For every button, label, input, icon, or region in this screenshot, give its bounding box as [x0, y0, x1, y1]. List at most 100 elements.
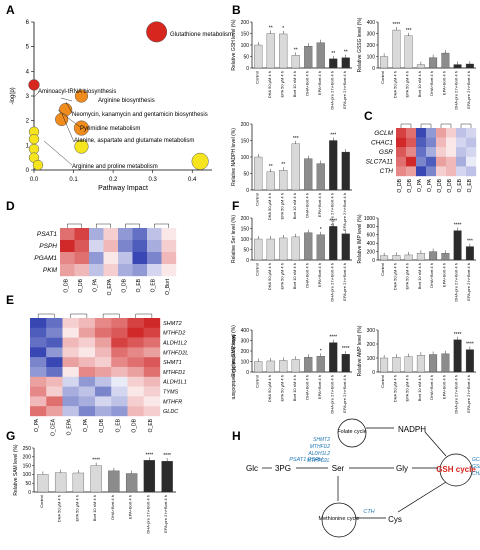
a-y-tick-label: 3 [26, 94, 30, 100]
significance-stars: *** [330, 133, 336, 139]
a-connector [43, 140, 73, 166]
a-x-tick-label: 0.3 [148, 177, 157, 183]
dendrogram-branch [102, 313, 120, 318]
significance-stars: **** [342, 346, 350, 352]
a-point [32, 159, 44, 171]
bar [266, 238, 275, 261]
heatmap-row-label: PSAT1 [37, 231, 57, 238]
bar-category-label: Bort 10 nM 4 h [92, 495, 97, 521]
bar-y-tick-label: 0 [28, 490, 31, 496]
enzyme-gsh: CHAC1 [472, 471, 480, 477]
node-cys: Cys [388, 515, 402, 524]
bar-y-tick-label: 150 [241, 138, 250, 144]
heatmap-cell [406, 128, 417, 138]
bar [254, 44, 263, 69]
heatmap-cell [132, 252, 148, 265]
significance-stars: **** [329, 335, 337, 341]
heatmap-column-label: O_DB [397, 178, 403, 192]
heatmap-cell [111, 376, 128, 387]
bar-category-label: EPA 50 μM 4 h [279, 71, 284, 97]
bar [254, 361, 263, 373]
heatmap-cell [118, 228, 133, 241]
heatmap-cell [456, 147, 467, 157]
heatmap-row-label: CTH [380, 168, 394, 175]
bar-category-label: DHA-pre 2 h+Bort 4 h [329, 193, 334, 232]
heatmap-column-label: O_PA [34, 418, 40, 432]
heatmap-cell [396, 156, 407, 167]
bar-category-label: EPA 50 μM 4 h [405, 375, 410, 401]
heatmap-cell [127, 337, 144, 348]
bar [380, 357, 389, 373]
heatmap-cell [132, 228, 148, 241]
a-point [73, 120, 90, 136]
heatmap-cell [60, 240, 75, 253]
a-point-label: Glutathione metabolism [170, 32, 233, 38]
bar-y-tick-label: 150 [241, 31, 250, 37]
heatmap-column-label: O_DB [132, 418, 138, 432]
bar [380, 255, 389, 261]
node-folate-cycle: Folate cycle [337, 429, 366, 435]
heatmap-cell [60, 228, 75, 241]
bar-y-tick-label: 200 [241, 349, 250, 355]
bar [279, 237, 288, 261]
bar-y-tick-label: 0 [246, 188, 249, 194]
heatmap-cell [456, 137, 467, 148]
bar-category-label: DHA 50 μM 4 h [392, 375, 397, 402]
bar [304, 232, 313, 261]
heatmap-cell [46, 327, 63, 338]
a-point-label: Arginine biosynthesis [98, 98, 155, 104]
a-point [28, 79, 40, 91]
bar-category-label: DHA+Bort 4 h [110, 495, 115, 520]
heatmap-cell [78, 376, 96, 387]
heatmap-cell [426, 147, 437, 157]
bar-category-label: EPA-pre 2 h+Bort 4 h [342, 193, 347, 231]
dendrogram-branch [70, 313, 88, 318]
significance-stars: *** [467, 239, 473, 245]
heatmap-cell [143, 386, 161, 397]
a-y-tick-label: 0 [26, 168, 30, 174]
bar-category-label: DHA+Bort 4 h [304, 263, 309, 288]
bar-y-tick-label: 0 [372, 370, 375, 376]
dendrogram-branch [135, 313, 153, 318]
heatmap-cell [416, 147, 427, 157]
bar-category-label: DHA-pre 2 h+Bort 4 h [454, 71, 459, 110]
dendrogram-branch [440, 123, 452, 128]
bar-y-tick-label: 300 [367, 31, 376, 37]
bar-y-tick-label: 400 [241, 328, 250, 334]
heatmap-cell [62, 327, 79, 338]
bar-category-label: Bort 10 nM 4 h [292, 71, 297, 97]
heatmap-row-label: PSPH [39, 243, 57, 250]
bar-category-label: Bort 10 nM 4 h [292, 193, 297, 219]
heatmap-cell [143, 318, 161, 328]
heatmap-cell [416, 166, 427, 177]
heatmap-column-label: O_EB [457, 178, 463, 192]
bar-y-tick-label: 300 [241, 338, 250, 344]
bar [465, 246, 474, 261]
bar-category-label: DHA+Bort 4 h [304, 193, 309, 218]
a-connector [65, 101, 73, 114]
bar-y-tick-label: 100 [241, 43, 250, 49]
heatmap-cell [127, 318, 144, 328]
heatmap-cell [78, 386, 96, 397]
bar [37, 474, 49, 493]
bar [291, 55, 300, 69]
bar [341, 151, 350, 191]
heatmap-column-label: O_EPA [107, 278, 113, 295]
heatmap-cell [46, 386, 63, 397]
heatmap-cell [95, 376, 112, 387]
a-y-tick-label: 1 [26, 143, 30, 149]
a-connector [33, 92, 39, 98]
heatmap-cell [111, 327, 128, 338]
heatmap-cell [89, 240, 104, 253]
enzyme-folate: MTHFD2 [310, 444, 330, 450]
heatmap-cell [436, 147, 447, 157]
heatmap-cell [46, 357, 63, 368]
bar [341, 233, 350, 261]
bar-y-tick-label: 200 [367, 342, 376, 348]
bar-y-axis-label: Relative GSH level (%) [231, 19, 237, 70]
bar-y-tick-label: 200 [241, 20, 250, 26]
heatmap-cell [95, 337, 112, 348]
heatmap-cell [62, 396, 79, 407]
a-point [74, 139, 89, 154]
bar-category-label: EPA-pre 2 h+Bort 4 h [466, 263, 471, 301]
